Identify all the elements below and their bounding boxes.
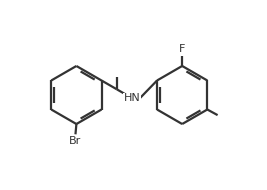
Text: Br: Br <box>69 136 82 146</box>
Text: F: F <box>179 44 185 54</box>
Text: HN: HN <box>124 93 141 103</box>
